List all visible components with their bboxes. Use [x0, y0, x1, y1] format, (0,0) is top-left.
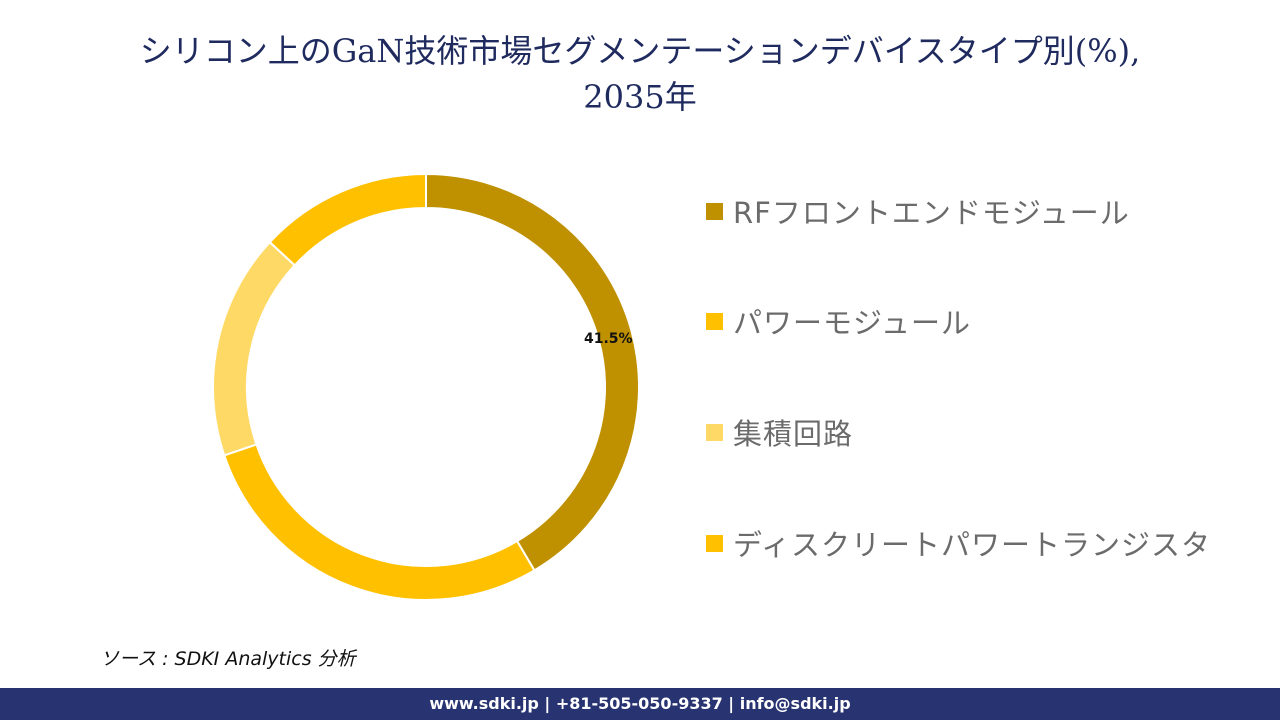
data-label-rf: 41.5% — [584, 331, 633, 347]
legend-label: パワーモジュール — [733, 306, 971, 340]
donut-chart: 41.5% — [212, 172, 640, 601]
legend-label: 集積回路 — [733, 417, 854, 451]
footer-contact-bar: www.sdki.jp | +81-505-050-9337 | info@sd… — [0, 688, 1280, 720]
chart-title: シリコン上のGaN技術市場セグメンテーションデバイスタイプ別(%), 2035年 — [0, 28, 1280, 120]
title-line-2: 2035年 — [583, 78, 697, 116]
legend-label: RFフロントエンドモジュール — [733, 196, 1130, 230]
legend-swatch — [706, 202, 723, 220]
source-note: ソース : SDKI Analytics 分析 — [100, 648, 356, 670]
legend-swatch — [706, 423, 723, 441]
legend-item-power-module: パワーモジュール — [706, 300, 971, 342]
legend-item-rf-frontend: RFフロントエンドモジュール — [706, 190, 1130, 232]
donut-slices — [212, 172, 640, 601]
legend-swatch — [706, 534, 723, 552]
donut-slice — [222, 443, 536, 601]
donut-slice — [212, 240, 297, 457]
title-line-1: シリコン上のGaN技術市場セグメンテーションデバイスタイプ別(%), — [139, 32, 1141, 70]
legend-swatch — [706, 312, 723, 330]
donut-slice — [268, 172, 427, 267]
donut-slice — [425, 172, 640, 572]
legend-item-integrated-circuit: 集積回路 — [706, 411, 853, 453]
legend-item-discrete-transistor: ディスクリートパワートランジスタ — [706, 522, 1211, 564]
legend-label: ディスクリートパワートランジスタ — [733, 528, 1211, 562]
